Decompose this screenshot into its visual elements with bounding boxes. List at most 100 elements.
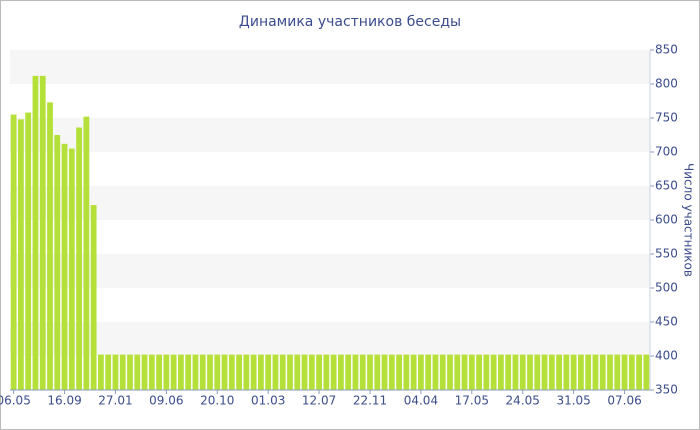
bar xyxy=(396,354,402,390)
bar xyxy=(156,354,162,390)
bar xyxy=(367,354,373,390)
bar xyxy=(585,354,592,390)
bar xyxy=(76,127,82,391)
grid-band xyxy=(10,50,650,84)
bar xyxy=(141,354,148,390)
grid xyxy=(10,49,654,391)
x-tick-label: 20.10 xyxy=(200,394,234,408)
bar xyxy=(294,354,301,390)
bar xyxy=(265,354,272,390)
bar xyxy=(316,354,322,390)
bar xyxy=(563,354,570,390)
bar xyxy=(498,354,504,390)
bar xyxy=(468,354,475,390)
bar xyxy=(32,75,39,390)
bar xyxy=(519,354,526,390)
bar xyxy=(98,354,104,390)
bar xyxy=(61,143,68,390)
labels: 350 400 450 500 550 600 650 700 750 800 850 06.05 16… xyxy=(0,43,678,408)
x-tick-label: 24.05 xyxy=(506,394,540,408)
bar xyxy=(68,148,75,390)
x-tick-label: 22.11 xyxy=(353,394,387,408)
bar xyxy=(148,354,155,390)
y-tick-label: 850 xyxy=(655,43,678,57)
grid-band xyxy=(10,254,650,288)
bar xyxy=(272,354,279,390)
x-tick-label: 06.05 xyxy=(0,394,31,408)
y-axis-label: Число участников xyxy=(682,163,696,277)
bar xyxy=(330,354,337,390)
y-tick-label: 450 xyxy=(655,315,678,329)
bar xyxy=(570,354,577,390)
y-tick-label: 350 xyxy=(655,383,678,397)
bar xyxy=(461,354,468,390)
bar xyxy=(476,354,482,390)
bar xyxy=(578,354,584,390)
y-tick-label: 500 xyxy=(655,281,678,295)
bar xyxy=(527,354,533,390)
bar xyxy=(243,354,250,390)
bar xyxy=(592,354,599,390)
x-tick-label: 16.09 xyxy=(47,394,81,408)
bar xyxy=(221,354,228,390)
y-tick-label: 550 xyxy=(655,247,678,261)
y-tick-label: 600 xyxy=(655,213,678,227)
bar xyxy=(90,205,97,390)
bar xyxy=(83,116,90,390)
x-tick-label: 09.06 xyxy=(149,394,183,408)
bar xyxy=(10,114,17,390)
bar xyxy=(607,354,613,390)
bar xyxy=(47,102,53,391)
bar xyxy=(39,75,46,390)
bar xyxy=(308,354,315,390)
bar xyxy=(170,354,177,390)
bar xyxy=(178,354,184,390)
bar xyxy=(418,354,424,390)
bar xyxy=(447,354,453,390)
bar xyxy=(512,354,519,390)
bar xyxy=(112,354,119,390)
bar xyxy=(352,354,359,390)
bar xyxy=(207,354,213,390)
bar xyxy=(279,354,286,390)
bar xyxy=(134,354,141,390)
bar xyxy=(338,354,344,390)
bar xyxy=(432,354,439,390)
bars xyxy=(10,75,650,391)
bar xyxy=(163,354,170,390)
bar xyxy=(287,354,293,390)
bar xyxy=(621,354,628,390)
bar xyxy=(25,112,32,390)
x-tick-label: 07.06 xyxy=(607,394,641,408)
grid-band xyxy=(10,322,650,356)
bar xyxy=(323,354,330,390)
bar xyxy=(548,354,555,390)
bar xyxy=(410,354,417,390)
bar xyxy=(403,354,410,390)
y-tick-label: 800 xyxy=(655,77,678,91)
bar xyxy=(199,354,206,390)
bar xyxy=(541,354,548,390)
x-tick-label: 27.01 xyxy=(98,394,132,408)
bar xyxy=(374,354,381,390)
bar xyxy=(214,354,221,390)
grid-band xyxy=(10,118,650,152)
x-tick-label: 17.05 xyxy=(455,394,489,408)
bar xyxy=(185,354,192,390)
x-tick-label: 31.05 xyxy=(556,394,590,408)
grid-band xyxy=(10,186,650,220)
bar xyxy=(534,354,541,390)
bar xyxy=(556,354,562,390)
bar xyxy=(505,354,512,390)
bar xyxy=(490,354,497,390)
bar xyxy=(454,354,461,390)
bar xyxy=(119,354,126,390)
y-tick-label: 650 xyxy=(655,179,678,193)
bar xyxy=(258,354,264,390)
bar xyxy=(127,354,133,390)
y-tick-label: 700 xyxy=(655,145,678,159)
x-tick-label: 04.04 xyxy=(404,394,438,408)
bar xyxy=(345,354,352,390)
bar xyxy=(643,354,650,390)
